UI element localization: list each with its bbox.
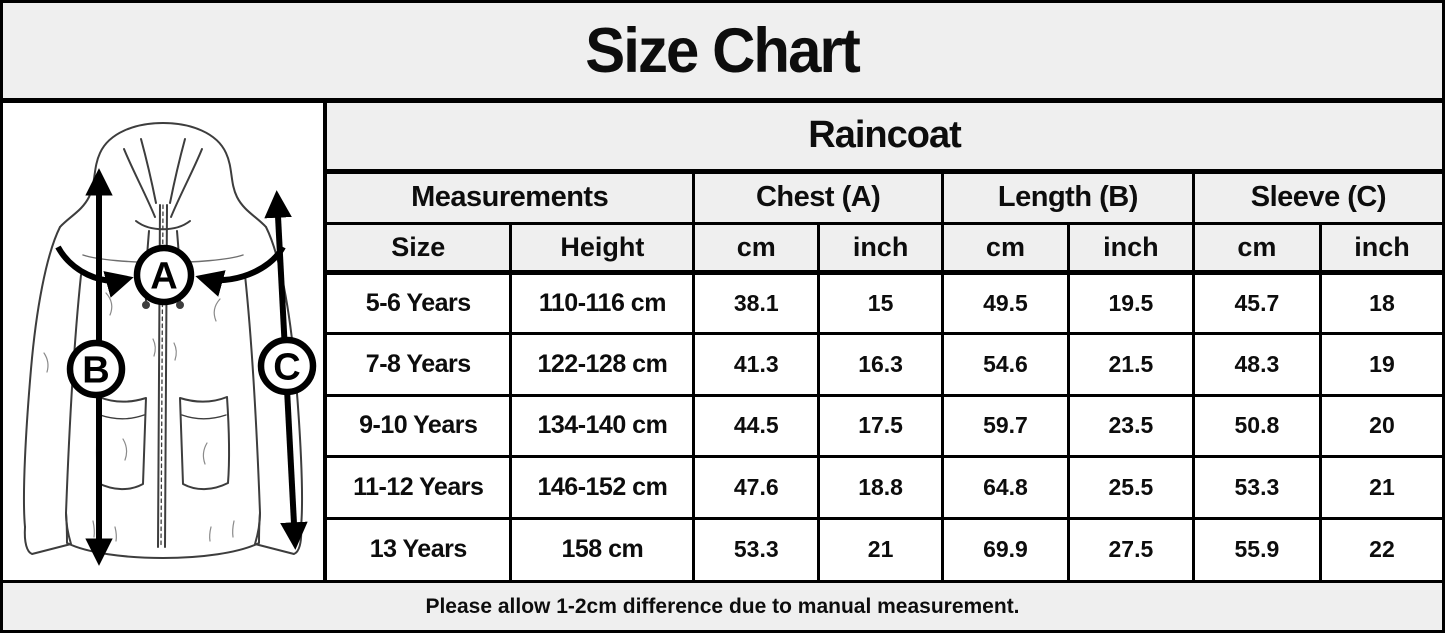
table-row: 9-10 Years 134-140 cm 44.5 17.5 59.7 23.5 50.8… [327, 393, 1442, 459]
cell-value: 16.3 [817, 332, 944, 397]
footer-band: Please allow 1-2cm difference due to man… [3, 580, 1442, 630]
cell-value: 25.5 [1066, 455, 1195, 520]
subheader-sleeve-cm: cm [1191, 221, 1322, 275]
cell-height: 146-152 cm [509, 455, 696, 520]
cell-value: 64.8 [940, 455, 1070, 520]
cell-height: 134-140 cm [509, 393, 696, 459]
subheader-chest-cm: cm [692, 221, 821, 275]
illustration-panel: B C A [3, 103, 327, 580]
cell-value: 44.5 [692, 393, 821, 459]
raincoat-outline [22, 122, 304, 559]
cell-value: 18 [1318, 270, 1442, 336]
cell-value: 54.6 [940, 332, 1070, 397]
subheader-height: Height [509, 221, 696, 275]
cell-value: 15 [817, 270, 944, 336]
cell-value: 53.3 [692, 516, 821, 580]
cell-value: 69.9 [940, 516, 1070, 580]
group-header-measurements: Measurements [327, 169, 696, 225]
table-row: 11-12 Years 146-152 cm 47.6 18.8 64.8 25.5 53.… [327, 455, 1442, 520]
cell-value: 19 [1318, 332, 1442, 397]
measurement-label-a: A [150, 256, 177, 298]
cell-value: 53.3 [1191, 455, 1322, 520]
cell-value: 23.5 [1066, 393, 1195, 459]
size-table: Raincoat Measurements Chest (A) Length (… [327, 103, 1442, 580]
cell-value: 22 [1318, 516, 1442, 580]
cell-size: 9-10 Years [327, 393, 513, 459]
cell-size: 5-6 Years [327, 270, 513, 336]
cell-value: 59.7 [940, 393, 1070, 459]
product-name-cell: Raincoat [327, 103, 1442, 174]
title-band: Size Chart [3, 3, 1442, 103]
measurement-disclaimer: Please allow 1-2cm difference due to man… [425, 594, 1020, 618]
cell-value: 49.5 [940, 270, 1070, 336]
table-row: 5-6 Years 110-116 cm 38.1 15 49.5 19.5 45.7 18 [327, 270, 1442, 336]
cell-height: 110-116 cm [509, 270, 696, 336]
cell-value: 47.6 [692, 455, 821, 520]
page-title: Size Chart [585, 15, 862, 86]
cell-value: 48.3 [1191, 332, 1322, 397]
cell-size: 13 Years [327, 516, 513, 580]
subheader-chest-inch: inch [817, 221, 944, 275]
raincoat-sketch-illustration: B C A [22, 122, 317, 566]
cell-value: 41.3 [692, 332, 821, 397]
cell-value: 20 [1318, 393, 1442, 459]
cell-value: 50.8 [1191, 393, 1322, 459]
content-area: B C A [3, 103, 1442, 580]
cell-value: 21.5 [1066, 332, 1195, 397]
group-header-chest: Chest (A) [692, 169, 944, 225]
group-header-sleeve: Sleeve (C) [1191, 169, 1442, 225]
subheader-sleeve-inch: inch [1318, 221, 1442, 275]
measurement-label-c: C [273, 347, 300, 389]
cell-value: 55.9 [1191, 516, 1322, 580]
measurement-a-marker: A [55, 244, 286, 306]
subheader-length-inch: inch [1066, 221, 1195, 275]
cell-value: 21 [1318, 455, 1442, 520]
group-header-length: Length (B) [940, 169, 1195, 225]
table-row: 7-8 Years 122-128 cm 41.3 16.3 54.6 21.5 48.3 1… [327, 332, 1442, 397]
cell-value: 27.5 [1066, 516, 1195, 580]
cell-value: 17.5 [817, 393, 944, 459]
cell-value: 38.1 [692, 270, 821, 336]
subheader-size: Size [327, 221, 513, 275]
cell-value: 19.5 [1066, 270, 1195, 336]
cell-size: 7-8 Years [327, 332, 513, 397]
cell-height: 122-128 cm [509, 332, 696, 397]
cell-height: 158 cm [509, 516, 696, 580]
cell-size: 11-12 Years [327, 455, 513, 520]
measurement-c-marker: C [257, 190, 317, 550]
measurement-label-b: B [82, 350, 109, 392]
measurement-b-marker: B [66, 168, 126, 566]
cell-value: 21 [817, 516, 944, 580]
cell-value: 18.8 [817, 455, 944, 520]
cell-value: 45.7 [1191, 270, 1322, 336]
subheader-length-cm: cm [940, 221, 1070, 275]
table-row: 13 Years 158 cm 53.3 21 69.9 27.5 55.9 22 [327, 516, 1442, 580]
size-table-body: 5-6 Years 110-116 cm 38.1 15 49.5 19.5 45.7 18 7… [327, 270, 1442, 580]
